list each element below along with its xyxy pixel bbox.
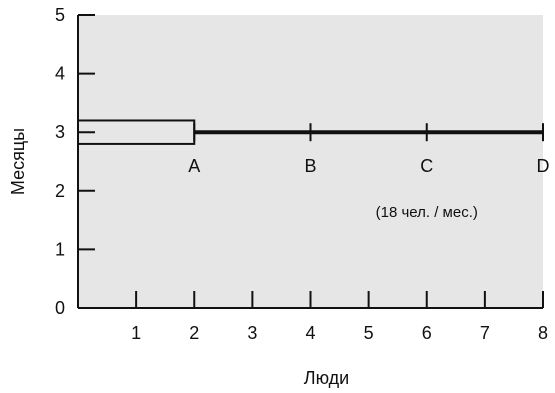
point-label-c: C: [420, 156, 433, 176]
rate-annotation: (18 чел. / мес.): [376, 204, 478, 221]
y-tick-label-5: 5: [55, 5, 65, 25]
point-label-a: A: [188, 156, 200, 176]
x-tick-label-3: 3: [247, 323, 257, 343]
x-tick-label-5: 5: [364, 323, 374, 343]
x-tick-label-7: 7: [480, 323, 490, 343]
y-tick-label-4: 4: [55, 64, 65, 84]
point-label-b: B: [304, 156, 316, 176]
x-tick-label-2: 2: [189, 323, 199, 343]
y-tick-label-0: 0: [55, 298, 65, 318]
x-tick-label-6: 6: [422, 323, 432, 343]
x-tick-label-1: 1: [131, 323, 141, 343]
y-tick-label-2: 2: [55, 181, 65, 201]
point-label-d: D: [537, 156, 550, 176]
y-axis-title: Месяцы: [8, 128, 28, 195]
x-axis-title: Люди: [304, 368, 349, 388]
x-tick-label-8: 8: [538, 323, 548, 343]
y-tick-label-1: 1: [55, 239, 65, 259]
x-tick-label-4: 4: [305, 323, 315, 343]
y-tick-label-3: 3: [55, 122, 65, 142]
plot-background: [78, 15, 543, 308]
